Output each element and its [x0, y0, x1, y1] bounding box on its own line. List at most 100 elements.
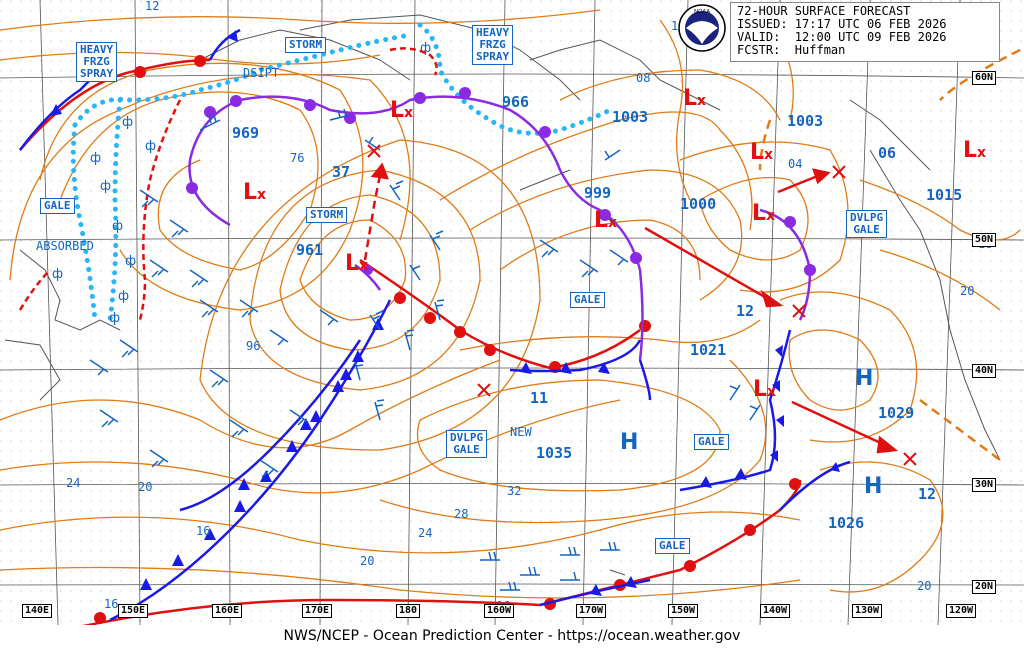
- warning-heavy-freezing-spray: HEAVY FRZG SPRAY: [472, 25, 514, 66]
- label-new: NEW: [510, 425, 532, 439]
- svg-text:NOAA: NOAA: [694, 9, 710, 15]
- warning-gale: GALE: [40, 198, 75, 215]
- svg-text:ф: ф: [125, 254, 136, 269]
- warning-storm: STORM: [306, 207, 348, 224]
- isobar-label: 76: [290, 151, 305, 165]
- troughs: [758, 48, 1021, 461]
- footer-credit: NWS/NCEP - Ocean Prediction Center - htt…: [283, 628, 741, 644]
- low-center-icon: Lx: [750, 140, 774, 165]
- svg-text:ф: ф: [145, 139, 156, 154]
- isobar-label: 24: [66, 476, 81, 490]
- isobar-label: 28: [454, 507, 469, 521]
- lon-label: 170E: [302, 604, 333, 618]
- lon-label: 170W: [576, 604, 607, 618]
- isobar-label: 32: [507, 484, 522, 498]
- warning-developing-gale: DVLPG GALE: [846, 210, 888, 239]
- forecast-positions: [367, 144, 917, 466]
- pressure-label: 1029: [878, 404, 915, 422]
- occluded-symbols: [186, 87, 816, 276]
- isobar-label: 16: [196, 524, 211, 538]
- isobar-label: 04: [788, 157, 803, 171]
- header-valid: VALID: 12:00 UTC 09 FEB 2026: [737, 30, 947, 44]
- svg-text:ф: ф: [100, 179, 111, 194]
- pressure-label: 1003: [612, 108, 649, 126]
- warning-developing-gale: DVLPG GALE: [446, 430, 488, 459]
- pressure-label: 1003: [787, 112, 824, 130]
- low-center-icon: Lx: [752, 201, 776, 226]
- pressure-label: 966: [502, 93, 530, 111]
- pressure-label: 999: [584, 184, 612, 202]
- svg-text:ф: ф: [90, 151, 101, 166]
- ice-edge: [18, 47, 438, 321]
- cold-front-teeth: [50, 30, 840, 596]
- lon-label: 140W: [760, 604, 791, 618]
- isobar-label: 20: [138, 480, 153, 494]
- pressure-label: 37: [332, 163, 351, 181]
- high-center-icon: H: [855, 366, 874, 391]
- svg-text:ф: ф: [112, 219, 123, 234]
- low-center-icon: Lx: [753, 377, 777, 402]
- header-issued: ISSUED: 17:17 UTC 06 FEB 2026: [737, 17, 947, 31]
- lat-label: 30N: [972, 478, 997, 492]
- svg-text:ф: ф: [420, 41, 431, 56]
- isobar-label: 24: [418, 526, 433, 540]
- warning-storm: STORM: [285, 37, 327, 54]
- lon-label: 180: [396, 604, 421, 618]
- low-center-icon: Lx: [594, 208, 618, 233]
- pressure-label: 06: [878, 144, 897, 162]
- svg-text:ф: ф: [109, 311, 120, 326]
- svg-text:ф: ф: [118, 289, 129, 304]
- wind-barbs: [89, 108, 761, 591]
- warning-gale: GALE: [570, 292, 605, 309]
- pressure-label: 1015: [926, 186, 963, 204]
- noaa-logo-icon: NOAA: [678, 4, 726, 52]
- pressure-label: 961: [296, 241, 324, 259]
- isobar-label: 08: [636, 71, 651, 85]
- spray-symbols: ффф ффф ффф ф: [52, 41, 431, 326]
- high-center-icon: H: [864, 474, 883, 499]
- svg-text:ф: ф: [122, 115, 133, 130]
- pressure-label: 1021: [690, 341, 727, 359]
- lat-label: 60N: [972, 71, 997, 85]
- lon-label: 150W: [668, 604, 699, 618]
- lon-label: 160W: [484, 604, 515, 618]
- coastlines: [4, 14, 1001, 576]
- freezing-spray-areas: [70, 22, 613, 323]
- isobar-label: 12: [145, 0, 160, 13]
- low-center-icon: Lx: [963, 138, 987, 163]
- lat-lon-grid: [0, 0, 1024, 626]
- lat-label: 40N: [972, 364, 997, 378]
- label-dissipated: DSIPT: [243, 66, 280, 80]
- pressure-label: 12: [918, 485, 937, 503]
- isobar-label: 1: [671, 19, 679, 33]
- lat-label: 20N: [972, 580, 997, 594]
- pressure-label: 1035: [536, 444, 573, 462]
- warning-gale: GALE: [694, 434, 729, 451]
- pressure-label: 1026: [828, 514, 865, 532]
- low-center-icon: Lx: [345, 251, 369, 276]
- isobar-label: 20: [917, 579, 932, 593]
- high-center-icon: H: [620, 430, 639, 455]
- label-absorbed: ABSORBED: [36, 239, 94, 253]
- forecast-header: 72-HOUR SURFACE FORECAST ISSUED: 17:17 U…: [730, 2, 1000, 62]
- low-center-icon: Lx: [683, 86, 707, 111]
- pressure-label: 11: [530, 389, 549, 407]
- lon-label: 130W: [852, 604, 883, 618]
- isobar-label: 96: [246, 339, 261, 353]
- pressure-label: 969: [232, 124, 260, 142]
- storm-tracks: [363, 162, 899, 454]
- lon-label: 140E: [22, 604, 53, 618]
- isobars: [0, 9, 1021, 599]
- lon-label: 120W: [946, 604, 977, 618]
- pressure-label: 1000: [680, 195, 717, 213]
- warning-gale: GALE: [655, 538, 690, 555]
- isobar-label: 20: [960, 284, 975, 298]
- header-title: 72-HOUR SURFACE FORECAST: [737, 4, 911, 18]
- svg-text:ф: ф: [52, 267, 63, 282]
- lon-label: 150E: [118, 604, 149, 618]
- low-center-icon: Lx: [390, 98, 414, 123]
- isobar-label: 16: [104, 597, 119, 611]
- lat-label: 50N: [972, 233, 997, 247]
- warning-heavy-freezing-spray: HEAVY FRZG SPRAY: [76, 42, 118, 83]
